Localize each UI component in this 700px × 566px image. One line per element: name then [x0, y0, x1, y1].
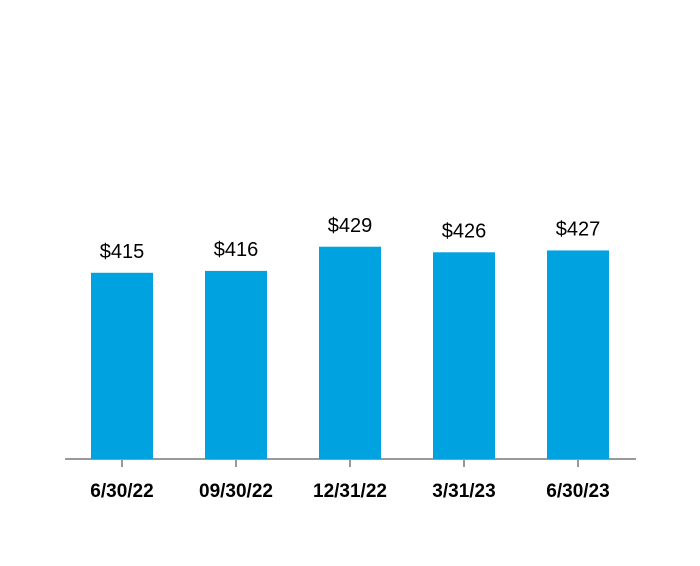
x-tick-label: 12/31/22 — [313, 481, 387, 502]
x-tick-label: 6/30/23 — [546, 481, 609, 502]
x-tick-label: 6/30/22 — [90, 481, 153, 502]
value-label: $426 — [442, 221, 487, 243]
value-label: $415 — [100, 241, 145, 263]
bar — [91, 272, 153, 459]
value-label: $416 — [214, 239, 259, 261]
x-tick-label: 3/31/23 — [432, 481, 495, 502]
value-label: $429 — [328, 215, 373, 237]
value-label: $427 — [556, 219, 601, 241]
bar — [319, 246, 381, 459]
bar — [433, 252, 495, 459]
bar — [547, 250, 609, 459]
x-tick-label: 09/30/22 — [199, 481, 273, 502]
bar — [205, 270, 267, 459]
